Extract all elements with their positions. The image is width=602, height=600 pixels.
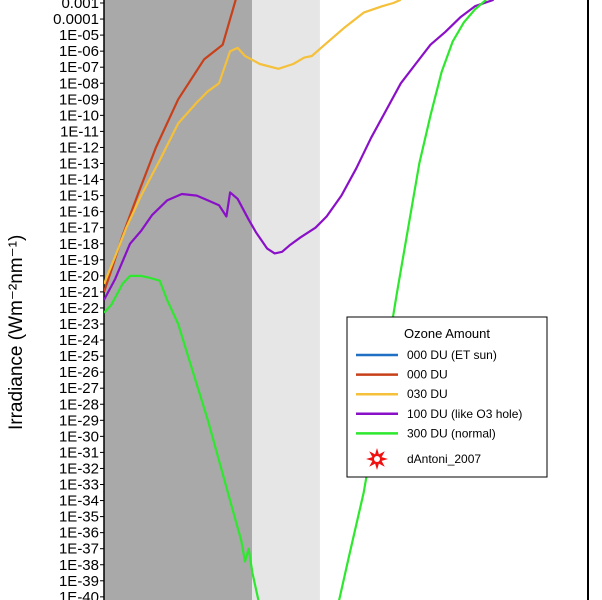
y-tick-label: 1E-14: [59, 172, 99, 189]
y-tick-label: 1E-19: [59, 252, 99, 269]
star-marker-center: [374, 456, 380, 462]
legend-entries: 000 DU (ET sun) 000 DU 030 DU 100 DU (like …: [356, 348, 522, 470]
legend-entry: 030 DU: [356, 387, 448, 401]
y-tick-label: 1E-11: [60, 123, 99, 140]
y-tick-label: 1E-21: [59, 284, 99, 301]
y-tick-label: 1E-26: [59, 364, 99, 381]
y-tick-label: 1E-38: [59, 557, 99, 574]
y-tick-label: 1E-30: [59, 428, 99, 445]
series-line-300-du-normal--right: [338, 0, 487, 600]
y-axis-label: Irradiance (Wm⁻²nm⁻¹): [6, 235, 27, 430]
legend: Ozone Amount 000 DU (ET sun) 000 DU 030 DU…: [346, 316, 548, 478]
y-tick-label: 1E-29: [59, 412, 99, 429]
legend-label: 100 DU (like O3 hole): [407, 407, 522, 421]
shaded-bands: [104, 0, 320, 600]
y-tick-label: 1E-39: [59, 573, 99, 590]
y-tick-label: 1E-20: [59, 268, 99, 285]
legend-label: 000 DU: [407, 368, 448, 382]
y-tick-label: 1E-16: [59, 204, 99, 221]
y-tick-label: 1E-33: [59, 477, 99, 494]
y-tick-label: 1E-35: [59, 509, 99, 526]
legend-entry: 000 DU: [356, 368, 448, 382]
legend-box: [346, 316, 548, 478]
legend-entry: 300 DU (normal): [356, 426, 496, 440]
y-tick-label: 1E-17: [59, 220, 99, 237]
y-tick-label: 1E-08: [59, 75, 99, 92]
legend-label: 300 DU (normal): [407, 426, 496, 440]
series-line-300-du-normal-: [104, 274, 260, 600]
legend-label: 030 DU: [407, 387, 448, 401]
legend-title: Ozone Amount: [404, 326, 490, 341]
y-tick-label: 1E-25: [59, 348, 99, 365]
y-tick-label: 1E-13: [59, 156, 99, 173]
y-tick-label: 1E-24: [59, 332, 99, 349]
y-tick-label: 1E-31: [59, 444, 99, 461]
y-tick-label: 1E-32: [59, 460, 99, 477]
y-tick-label: 0.0001: [53, 11, 99, 28]
shaded-band-light-band: [252, 0, 320, 600]
y-axis-ticks: 0.0010.00011E-051E-061E-071E-081E-091E-1…: [53, 0, 104, 600]
plot-frame: [103, 0, 589, 600]
y-tick-label: 1E-28: [59, 396, 99, 413]
y-tick-label: 1E-22: [59, 300, 99, 317]
legend-label: dAntoni_2007: [407, 452, 481, 466]
legend-entry: dAntoni_2007: [366, 448, 481, 470]
y-tick-label: 1E-34: [59, 493, 99, 510]
series-line-100-du-like-o3-hole-: [104, 0, 494, 301]
y-tick-label: 1E-09: [59, 91, 99, 108]
legend-entry: 000 DU (ET sun): [356, 348, 497, 362]
data-series: [104, 0, 494, 600]
legend-label: 000 DU (ET sun): [407, 348, 497, 362]
y-tick-label: 1E-15: [59, 188, 99, 205]
y-tick-label: 1E-36: [59, 525, 99, 542]
y-tick-label: 1E-10: [59, 107, 99, 124]
y-tick-label: 1E-27: [59, 380, 99, 397]
legend-entry: 100 DU (like O3 hole): [356, 407, 522, 421]
series-line-030-du: [104, 0, 402, 285]
y-tick-label: 1E-23: [59, 316, 99, 333]
y-tick-label: 0.001: [61, 0, 99, 12]
y-tick-label: 1E-37: [59, 541, 99, 558]
y-tick-label: 1E-12: [59, 139, 99, 156]
y-tick-label: 1E-18: [59, 236, 99, 253]
y-tick-label: 1E-40: [59, 589, 99, 600]
y-tick-label: 1E-06: [59, 43, 99, 60]
y-tick-label: 1E-05: [59, 27, 99, 44]
shaded-band-dark-band: [104, 0, 253, 600]
y-tick-label: 1E-07: [59, 59, 99, 76]
